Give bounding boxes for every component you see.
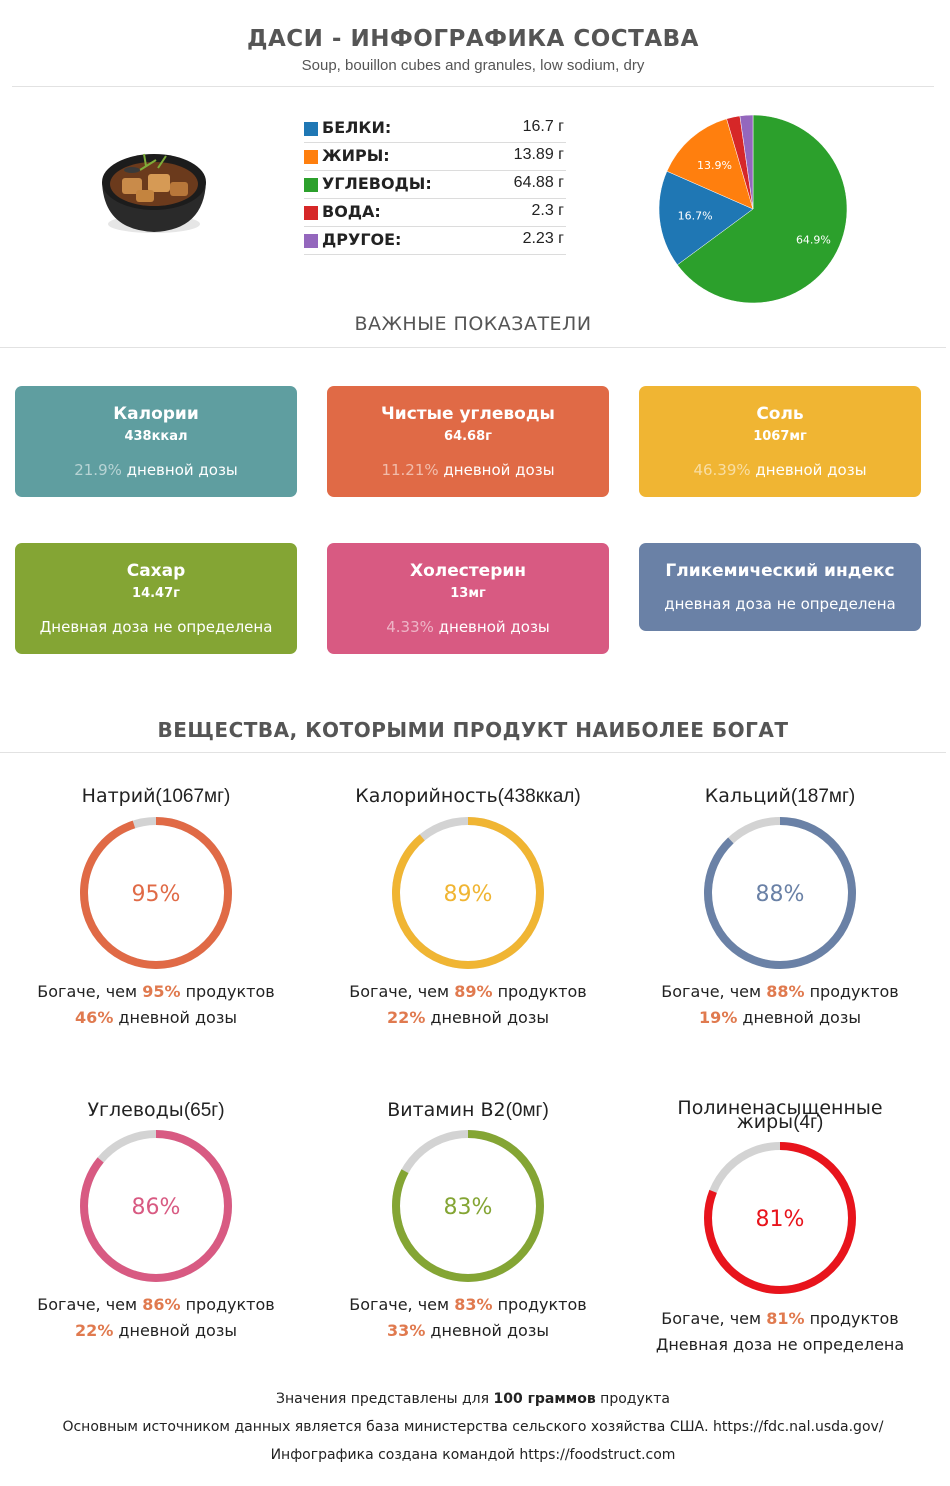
richer-than-text: Богаче, чем 83% продуктов: [349, 1295, 587, 1314]
macro-label: ВОДА:: [322, 202, 381, 221]
metric-card: Соль 1067мг 46.39% дневной дозы: [639, 386, 921, 497]
ring-progress: [392, 817, 544, 969]
metric-card-daily: 4.33% дневной дозы: [386, 618, 550, 636]
legend-swatch: [304, 234, 318, 248]
page-subtitle: Soup, bouillon cubes and granules, low s…: [301, 57, 645, 74]
page-title: ДАСИ - ИНФОГРАФИКА СОСТАВА: [247, 26, 699, 52]
pie-slice: [677, 114, 848, 304]
metric-card-daily: Дневная доза не определена: [39, 618, 273, 636]
metric-card-daily: 21.9% дневной дозы: [74, 461, 238, 479]
macro-value: 2.3 г: [531, 202, 564, 219]
nutrient-ring: 95%: [80, 817, 232, 969]
richer-than-text: Богаче, чем 81% продуктов: [661, 1309, 899, 1328]
pie-slice: [666, 118, 754, 210]
macro-row: ВОДА: 2.3 г: [304, 198, 566, 227]
macro-label: ЖИРЫ:: [322, 146, 390, 165]
pie-slice: [658, 170, 754, 266]
metric-card-value: 13мг: [450, 586, 486, 601]
pie-slice-label: 16.7%: [678, 209, 713, 222]
daily-dose-text: Дневная доза не определена: [655, 1335, 905, 1354]
metric-card: Гликемический индекс дневная доза не опре…: [639, 543, 921, 631]
macro-label: ДРУГОЕ:: [322, 230, 402, 249]
metric-card-daily: дневная доза не определена: [664, 595, 896, 613]
divider: [0, 752, 946, 753]
macro-value: 13.89 г: [513, 146, 564, 163]
ring-percent-label: 89%: [444, 882, 493, 907]
metric-card-value: 14.47г: [132, 586, 180, 601]
nutrient-title: Натрий(1067мг): [81, 785, 231, 807]
metric-card-value: 64.68г: [444, 429, 492, 444]
footer-source: Основным источником данных является база…: [62, 1419, 884, 1435]
ring-progress: [392, 1130, 544, 1282]
metric-card-title: Гликемический индекс: [665, 561, 895, 581]
divider: [0, 347, 946, 348]
rich-section-title: ВЕЩЕСТВА, КОТОРЫМИ ПРОДУКТ НАИБОЛЕЕ БОГА…: [157, 718, 789, 742]
metric-card: Холестерин 13мг 4.33% дневной дозы: [327, 543, 609, 654]
metric-card-title: Холестерин: [409, 561, 527, 581]
daily-dose-text: 33% дневной дозы: [387, 1321, 549, 1340]
metric-card-title: Чистые углеводы: [381, 404, 555, 424]
richer-than-text: Богаче, чем 88% продуктов: [661, 982, 899, 1001]
ring-progress: [704, 817, 856, 969]
soup-bowl-photo: [102, 153, 206, 233]
legend-swatch: [304, 122, 318, 136]
ring-progress: [80, 817, 232, 969]
macro-label: БЕЛКИ:: [322, 118, 392, 137]
macro-value: 64.88 г: [513, 174, 564, 191]
legend-swatch: [304, 206, 318, 220]
macro-row: БЕЛКИ: 16.7 г: [304, 114, 566, 143]
metric-card: Чистые углеводы 64.68г 11.21% дневной дозы: [327, 386, 609, 497]
nutrient-ring: 89%: [392, 817, 544, 969]
ring-percent-label: 83%: [444, 1195, 493, 1220]
macro-row: ДРУГОЕ: 2.23 г: [304, 226, 566, 255]
nutrient-title: Кальций(187мг): [704, 785, 856, 807]
metric-card-title: Соль: [756, 404, 804, 424]
important-section-title: ВАЖНЫЕ ПОКАЗАТЕЛИ: [354, 313, 592, 335]
nutrient-title: Углеводы(65г): [87, 1099, 225, 1121]
metric-card-title: Калории: [113, 404, 199, 424]
metric-card: Калории 438ккал 21.9% дневной дозы: [15, 386, 297, 497]
nutrient-ring: 88%: [704, 817, 856, 969]
macro-value: 2.23 г: [522, 230, 564, 247]
divider: [12, 86, 934, 87]
metric-card-daily: 11.21% дневной дозы: [381, 461, 555, 479]
macro-value: 16.7 г: [522, 118, 564, 135]
footer-note: Значения представлены для 100 граммов пр…: [276, 1391, 670, 1407]
pie-slice-label: 64.9%: [796, 233, 831, 246]
nutrient-ring: 86%: [80, 1130, 232, 1282]
nutrient-ring: 81%: [704, 1142, 856, 1294]
ring-percent-label: 95%: [132, 882, 181, 907]
metric-card-value: 438ккал: [124, 429, 188, 444]
daily-dose-text: 19% дневной дозы: [699, 1008, 861, 1027]
legend-swatch: [304, 178, 318, 192]
daily-dose-text: 22% дневной дозы: [387, 1008, 549, 1027]
richer-than-text: Богаче, чем 95% продуктов: [37, 982, 275, 1001]
macro-pie-chart: 64.9% 16.7% 13.9%: [658, 114, 848, 304]
ring-percent-label: 86%: [132, 1195, 181, 1220]
pie-slice-label: 13.9%: [697, 159, 732, 172]
nutrient-title: Калорийность(438ккал): [355, 785, 581, 807]
nutrient-title: Витамин B2(0мг): [387, 1099, 549, 1121]
macro-row: УГЛЕВОДЫ: 64.88 г: [304, 170, 566, 199]
ring-progress: [80, 1130, 232, 1282]
daily-dose-text: 46% дневной дозы: [75, 1008, 237, 1027]
nutrient-title: Полиненасыщенные жиры(4г): [677, 1097, 883, 1133]
macro-label: УГЛЕВОДЫ:: [322, 174, 432, 193]
pie-slice: [739, 114, 754, 210]
daily-dose-text: 22% дневной дозы: [75, 1321, 237, 1340]
metric-card-value: 1067мг: [753, 429, 807, 444]
macro-row: ЖИРЫ: 13.89 г: [304, 142, 566, 171]
nutrient-ring: 83%: [392, 1130, 544, 1282]
metric-card: Сахар 14.47г Дневная доза не определена: [15, 543, 297, 654]
ring-percent-label: 81%: [756, 1207, 805, 1232]
ring-percent-label: 88%: [756, 882, 805, 907]
richer-than-text: Богаче, чем 89% продуктов: [349, 982, 587, 1001]
ring-progress: [704, 1142, 856, 1294]
legend-swatch: [304, 150, 318, 164]
footer-credit: Инфографика создана командой https://foo…: [270, 1447, 676, 1463]
richer-than-text: Богаче, чем 86% продуктов: [37, 1295, 275, 1314]
metric-card-daily: 46.39% дневной дозы: [693, 461, 867, 479]
metric-card-title: Сахар: [126, 561, 186, 581]
